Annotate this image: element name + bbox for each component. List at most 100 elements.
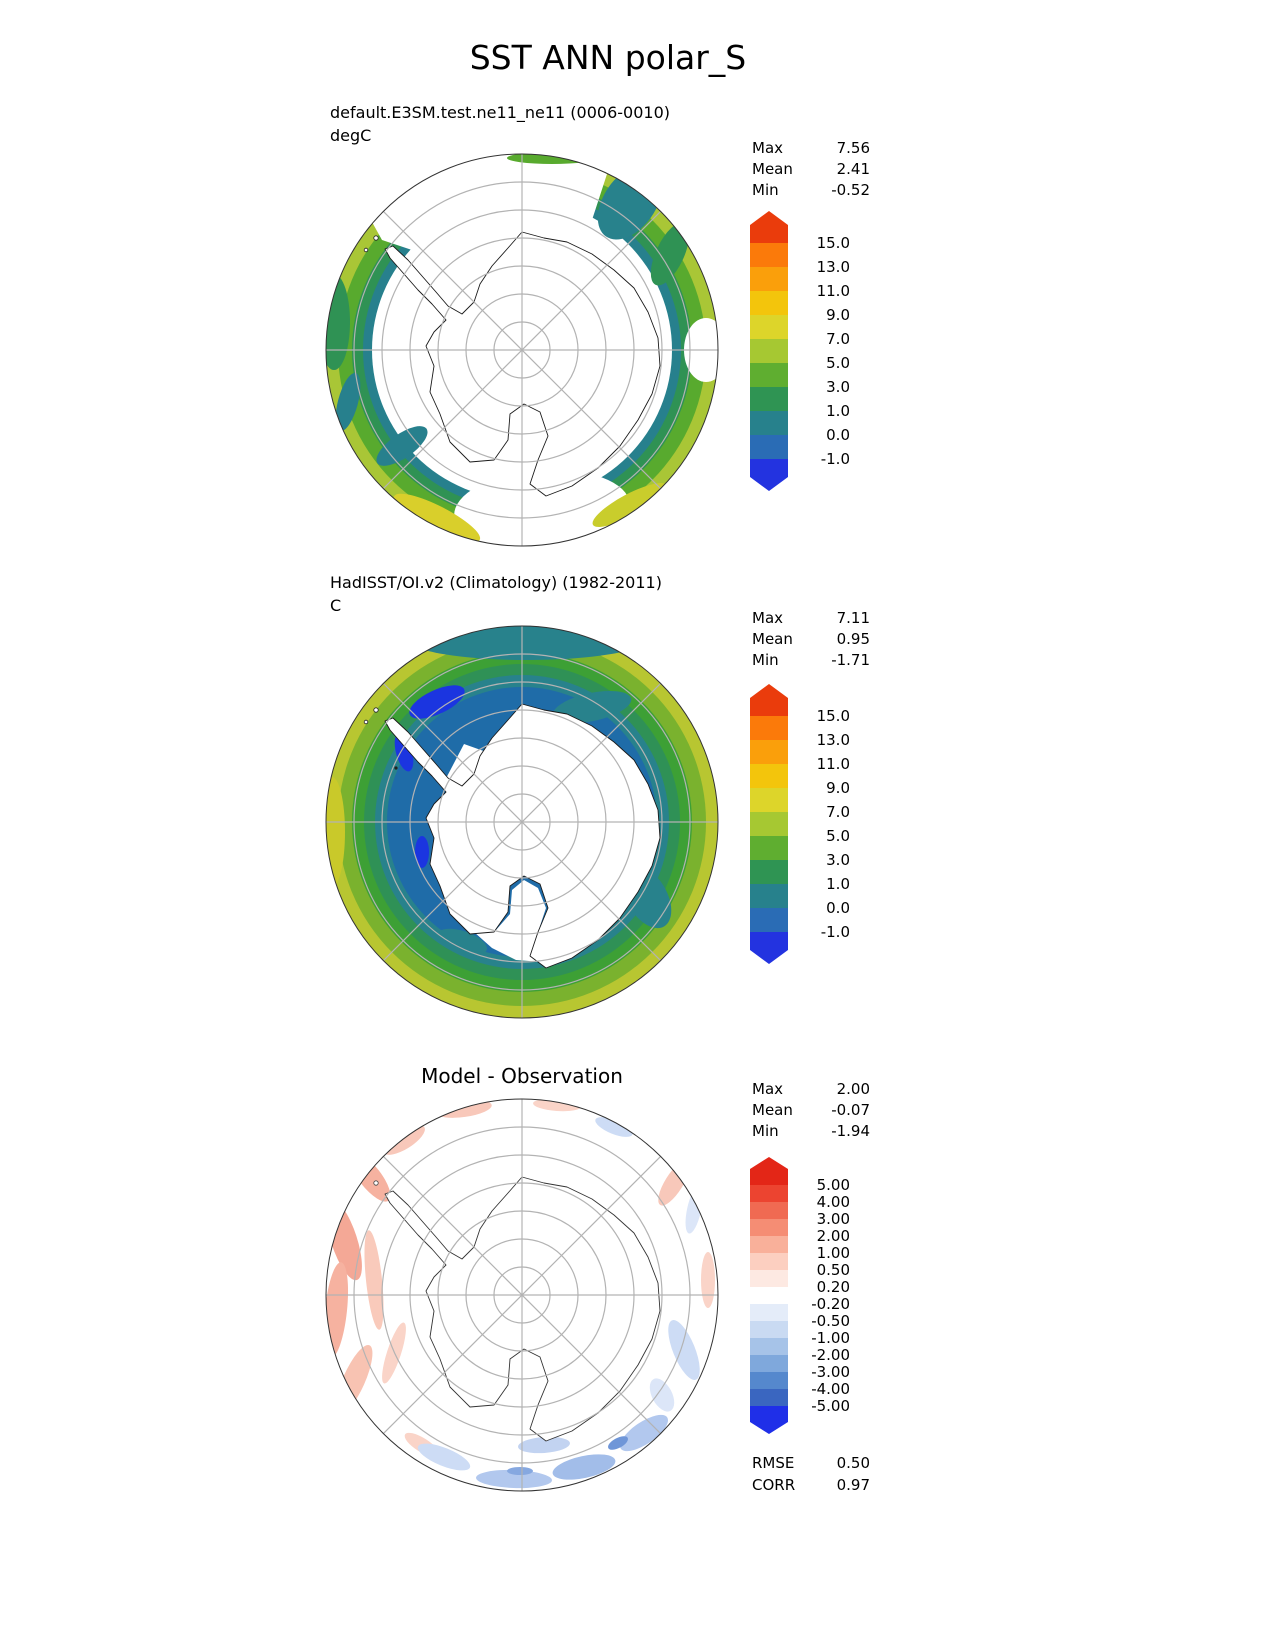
island-icon <box>363 247 369 253</box>
colorbar-tick-label: 13.0 <box>816 731 850 749</box>
stat-label: Min <box>752 651 779 669</box>
metric-value: 0.97 <box>836 1476 870 1494</box>
panel2-colorbar: 15.0 13.0 11.0 9.0 7.0 5.0 3.0 1.0 0.0 -1.0 <box>750 684 860 968</box>
panel1-stats: Max 7.56 Mean 2.41 Min -0.52 <box>752 138 870 201</box>
stat-label: Max <box>752 139 784 157</box>
stat-value: 0.95 <box>836 630 870 648</box>
island-icon <box>394 766 398 770</box>
map-border <box>325 1098 719 1492</box>
figure-title: SST ANN polar_S <box>469 38 747 77</box>
colorbar-tick-label: 0.20 <box>816 1278 850 1296</box>
stat-row: Min -0.52 <box>752 180 870 201</box>
stat-label: Min <box>752 181 779 199</box>
metric-row: RMSE 0.50 <box>752 1452 870 1474</box>
stat-value: -1.71 <box>831 651 870 669</box>
colorbar-tick-label: 15.0 <box>816 707 850 725</box>
colorbar-tick-label: 4.00 <box>816 1193 850 1211</box>
colorbar-tick-label: 0.50 <box>816 1261 850 1279</box>
stat-value: 2.00 <box>836 1080 870 1098</box>
colorbar-tick-label: 2.00 <box>816 1227 850 1245</box>
stat-value: 2.41 <box>836 160 870 178</box>
panel1-units: degC <box>330 126 372 145</box>
colorbar-tick-label: 1.00 <box>816 1244 850 1262</box>
stat-value: 7.11 <box>836 609 870 627</box>
colorbar-tick-label: 13.0 <box>816 258 850 276</box>
panel3-title: Model - Observation <box>421 1064 623 1088</box>
stat-label: Mean <box>752 630 793 648</box>
colorbar-tick-label: 3.0 <box>826 378 850 396</box>
panel2-map <box>325 625 719 1019</box>
colorbar-tick-label: 11.0 <box>816 755 850 773</box>
colorbar-tick-label: -3.00 <box>811 1363 850 1381</box>
colorbar-bar <box>750 684 788 964</box>
colorbar-tick-label: 7.0 <box>826 330 850 348</box>
graticule <box>326 154 718 546</box>
colorbar-tick-label: 0.0 <box>826 899 850 917</box>
stat-row: Max 2.00 <box>752 1079 870 1100</box>
stat-row: Min -1.71 <box>752 650 870 671</box>
island-icon <box>373 707 379 713</box>
stat-label: Max <box>752 609 784 627</box>
colorbar-tick-label: -5.00 <box>811 1397 850 1415</box>
colorbar-tick-label: 15.0 <box>816 234 850 252</box>
stat-row: Mean 0.95 <box>752 629 870 650</box>
panel1-header: default.E3SM.test.ne11_ne11 (0006-0010) … <box>330 101 670 147</box>
panel2-stats: Max 7.11 Mean 0.95 Min -1.71 <box>752 608 870 671</box>
panel3-stats: Max 2.00 Mean -0.07 Min -1.94 <box>752 1079 870 1142</box>
stat-row: Mean 2.41 <box>752 159 870 180</box>
colorbar-tick-label: -1.0 <box>820 450 850 468</box>
colorbar-tick-label: 3.00 <box>816 1210 850 1228</box>
island-icon <box>373 1180 379 1186</box>
panel3-colorbar: 5.00 4.00 3.00 2.00 1.00 0.50 0.20 -0.20 -0.50 -1… <box>750 1157 860 1438</box>
colorbar-tick-label: -4.00 <box>811 1380 850 1398</box>
panel2-units: C <box>330 596 342 615</box>
stat-row: Min -1.94 <box>752 1121 870 1142</box>
stat-value: -1.94 <box>831 1122 870 1140</box>
colorbar-tick-label: -1.0 <box>820 923 850 941</box>
metric-value: 0.50 <box>836 1454 870 1472</box>
panel1-title: default.E3SM.test.ne11_ne11 (0006-0010) <box>330 103 670 122</box>
colorbar-tick-label: -0.20 <box>811 1295 850 1313</box>
graticule <box>326 626 718 1018</box>
colorbar-tick-label: 5.00 <box>816 1176 850 1194</box>
colorbar-tick-label: 1.0 <box>826 875 850 893</box>
colorbar-tick-label: -1.00 <box>811 1329 850 1347</box>
graticule <box>326 1099 718 1491</box>
colorbar-tick-label: 9.0 <box>826 306 850 324</box>
colorbar-tick-label: -2.00 <box>811 1346 850 1364</box>
colorbar-tick-label: 11.0 <box>816 282 850 300</box>
stat-label: Min <box>752 1122 779 1140</box>
colorbar-tick-label: 5.0 <box>826 354 850 372</box>
stat-value: -0.52 <box>831 181 870 199</box>
stat-label: Max <box>752 1080 784 1098</box>
colorbar-tick-label: 5.0 <box>826 827 850 845</box>
colorbar-tick-label: 0.0 <box>826 426 850 444</box>
panel3-map <box>325 1098 719 1492</box>
map-border <box>325 625 719 1019</box>
colorbar-tick-label: 7.0 <box>826 803 850 821</box>
stat-row: Max 7.11 <box>752 608 870 629</box>
island-icon <box>363 719 369 725</box>
map-border <box>325 153 719 547</box>
panel1-colorbar: 15.0 13.0 11.0 9.0 7.0 5.0 3.0 1.0 0.0 -1.0 <box>750 211 860 495</box>
stat-value: -0.07 <box>831 1101 870 1119</box>
colorbar-tick-label: 1.0 <box>826 402 850 420</box>
metric-row: CORR 0.97 <box>752 1474 870 1496</box>
colorbar-bar <box>750 1157 788 1434</box>
stat-row: Mean -0.07 <box>752 1100 870 1121</box>
panel1-map <box>325 153 719 547</box>
metrics: RMSE 0.50 CORR 0.97 <box>752 1452 870 1496</box>
panel2-header: HadISST/OI.v2 (Climatology) (1982-2011) … <box>330 571 662 617</box>
stat-label: Mean <box>752 1101 793 1119</box>
stat-row: Max 7.56 <box>752 138 870 159</box>
metric-label: RMSE <box>752 1454 795 1472</box>
colorbar-tick-label: 9.0 <box>826 779 850 797</box>
stat-value: 7.56 <box>836 139 870 157</box>
island-icon <box>373 235 379 241</box>
colorbar-tick-label: 3.0 <box>826 851 850 869</box>
colorbar-bar <box>750 211 788 491</box>
panel2-title: HadISST/OI.v2 (Climatology) (1982-2011) <box>330 573 662 592</box>
metric-label: CORR <box>752 1476 796 1494</box>
stat-label: Mean <box>752 160 793 178</box>
